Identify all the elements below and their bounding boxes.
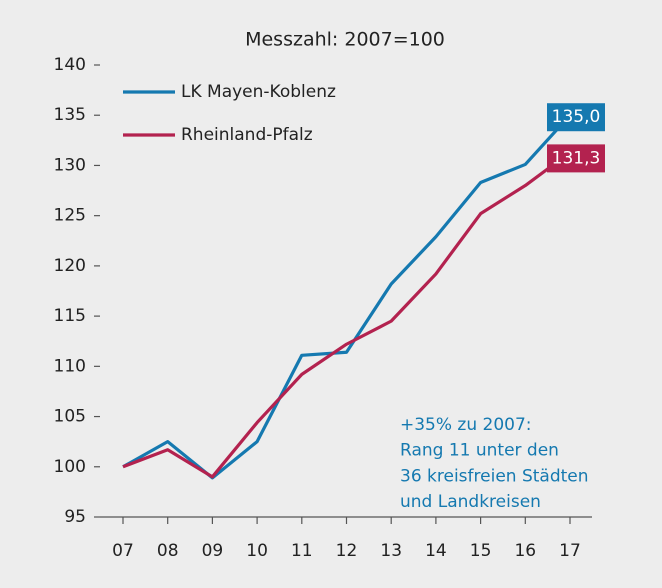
line <box>122 151 571 479</box>
y-tick-label: 135 <box>54 105 86 125</box>
value-label-box <box>547 103 605 132</box>
x-tick-label: 08 <box>157 541 179 561</box>
x-tick-label: 09 <box>202 541 224 561</box>
x-tick-label: 16 <box>514 541 536 561</box>
y-tick-label: 100 <box>54 457 86 477</box>
x-tick-label: 15 <box>470 541 492 561</box>
x-tick-label: 11 <box>291 541 313 561</box>
y-tick-label: 95 <box>64 507 86 527</box>
x-tick-label: 13 <box>380 541 402 561</box>
line <box>122 114 572 480</box>
y-tick-label: 120 <box>54 256 86 276</box>
x-tick-label: 14 <box>425 541 447 561</box>
x-tick-label: 07 <box>112 541 134 561</box>
y-tick-label: 125 <box>54 206 86 226</box>
y-tick-label: 105 <box>54 407 86 427</box>
x-tick-label: 12 <box>336 541 358 561</box>
y-tick-label: 110 <box>54 356 86 376</box>
value-label-box <box>547 144 605 173</box>
y-tick-label: 115 <box>54 306 86 326</box>
annotation: 36 kreisfreien Städten <box>400 466 589 486</box>
annotation: und Landkreisen <box>400 492 541 512</box>
y-tick-label: 130 <box>54 155 86 175</box>
x-tick-label: 10 <box>246 541 268 561</box>
chart-title: Messzahl: 2007=100 <box>245 29 445 51</box>
x-tick-label: 17 <box>559 541 581 561</box>
annotation: +35% zu 2007: <box>400 415 532 435</box>
legend-label: Rheinland-Pfalz <box>181 125 313 145</box>
annotation: Rang 11 unter den <box>400 441 559 461</box>
value-label: 135,0 <box>552 107 601 127</box>
value-label: 131,3 <box>552 148 601 168</box>
legend-label: LK Mayen-Koblenz <box>181 82 336 102</box>
y-tick-label: 140 <box>54 55 86 75</box>
